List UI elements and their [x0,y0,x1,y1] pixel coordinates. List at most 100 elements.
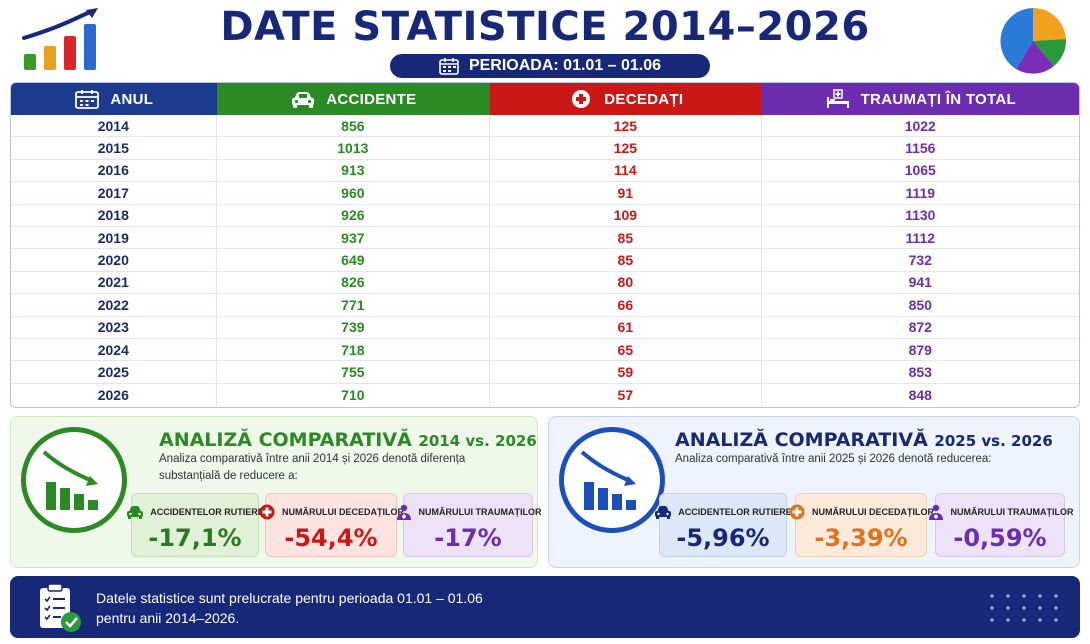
cell-accidents: 913 [217,159,491,182]
cell-accidents: 937 [217,226,491,249]
cell-deaths: 114 [490,159,762,182]
cell-injured: 1022 [904,117,936,134]
header-accidents: ACCIDENTE [216,83,491,115]
dot [1022,606,1026,610]
analysis-panel-2025-2026: ANALIZĂ COMPARATIVĂ 2025 vs. 2026 Analiz… [548,416,1080,568]
cell-accidents: 826 [217,271,491,294]
card-value: -3,39% [814,524,908,552]
dot [1038,606,1042,610]
period-badge: PERIOADA: 01.01 – 01.06 [390,54,710,78]
table-row: 2021 826 80 941 [11,271,1079,295]
table-row: 2017 960 91 1119 [11,182,1079,205]
cell-deaths: 91 [490,182,762,204]
cell-deaths: 109 [490,204,762,226]
dot [1054,606,1058,610]
table-row: 2023 739 61 872 [11,316,1079,339]
cell-injured: 1130 [905,207,936,224]
card-accidents: ACCIDENTELOR RUTIERE -5,96% [655,493,792,557]
footer-line-1: Datele statistice sunt prelucrate pentru… [96,590,483,606]
table-row: 2022 771 66 850 [11,294,1079,317]
card-accidents: ACCIDENTELOR RUTIERE -17,1% [127,493,264,557]
cell-year: 2019 [11,226,217,249]
cell-accidents: 926 [217,204,491,226]
cell-year: 2016 [11,159,217,182]
statistics-table: ANUL ACCIDENTE DECEDAȚI [10,82,1080,408]
card-label: NUMĂRULUI DECEDAȚILOR [282,507,404,517]
table-row: 2024 718 65 879 [11,338,1079,362]
card-value: -17% [434,524,502,552]
table-row: 2026 710 57 848 [11,383,1079,407]
card-deaths: NUMĂRULUI DECEDAȚILOR -54,4% [259,493,404,557]
cell-year: 2024 [11,338,217,361]
cell-deaths: 125 [490,115,762,137]
card-label: NUMĂRULUI TRAUMAȚILOR [418,507,542,517]
car-icon [127,506,144,519]
analysis-title-main: ANALIZĂ COMPARATIVĂ [159,429,412,451]
cell-accidents: 739 [217,316,491,338]
cell-accidents: 771 [217,294,491,316]
header-year-label: ANUL [110,90,154,108]
header-accidents-label: ACCIDENTE [326,90,417,108]
table-body: 2014 856 125 1022 2015 1013 125 1156 2016 913 114 1… [11,115,1079,407]
medical-cross-icon [259,504,275,520]
cell-year: 2014 [11,115,217,137]
table-row: 2019 937 85 1112 [11,226,1079,250]
dot [990,606,994,610]
cell-injured: 1065 [904,162,936,179]
cell-year: 2025 [11,361,217,383]
header: DATE STATISTICE 2014–2026 PERIOADA: 01.0… [0,0,1090,80]
decorative-dots [990,594,1058,622]
cell-accidents: 649 [217,249,491,271]
car-icon [292,92,315,108]
cell-injured: 850 [908,296,932,313]
dot [1054,594,1058,598]
card-injured: NUMĂRULUI TRAUMAȚILOR -17% [396,493,542,557]
cell-accidents: 1013 [217,137,491,159]
cell-accidents: 856 [217,115,491,137]
card-injured: NUMĂRULUI TRAUMAȚILOR -0,59% [928,493,1074,557]
card-label: NUMĂRULUI TRAUMAȚILOR [950,507,1074,517]
period-text: PERIOADA: 01.01 – 01.06 [468,57,662,74]
cell-year: 2015 [11,137,217,159]
cell-injured: 853 [908,363,932,380]
dot [1006,606,1010,610]
cell-accidents: 710 [217,383,491,407]
hospital-bed-icon [826,89,849,108]
card-label: NUMĂRULUI DECEDAȚILOR [812,507,934,517]
analysis-title-main: ANALIZĂ COMPARATIVĂ [675,429,928,451]
dot [1022,594,1026,598]
table-row: 2014 856 125 1022 [11,115,1079,138]
cell-year: 2026 [11,383,217,407]
cell-deaths: 57 [490,383,762,407]
trend-down-chart-icon [559,427,665,533]
cell-injured: 732 [908,252,932,269]
cell-year: 2017 [11,182,217,204]
card-value: -17,1% [148,524,242,552]
dot [990,594,994,598]
cell-injured: 1112 [905,229,936,246]
trend-down-chart-icon [21,427,127,533]
cell-year: 2023 [11,316,217,338]
card-label: ACCIDENTELOR RUTIERE [150,507,264,517]
card-label: ACCIDENTELOR RUTIERE [678,507,792,517]
footer-note: Datele statistice sunt prelucrate pentru… [10,576,1080,638]
dot [1038,618,1042,622]
cell-injured: 872 [908,319,932,336]
header-year: ANUL [11,83,217,115]
header-injured: TRAUMAȚI ÎN TOTAL [761,83,1079,115]
calendar-icon [439,58,459,75]
table-row: 2020 649 85 732 [11,249,1079,272]
analysis-title-years: 2014 vs. 2026 [418,432,537,450]
analysis-title: ANALIZĂ COMPARATIVĂ 2025 vs. 2026 [675,429,1053,451]
cell-year: 2018 [11,204,217,226]
footer-line-2: pentru anii 2014–2026. [96,610,240,626]
cell-injured: 1119 [905,184,936,201]
cell-accidents: 718 [217,338,491,361]
person-injured-icon [396,504,411,520]
dot [1006,618,1010,622]
table-row: 2025 755 59 853 [11,361,1079,384]
cell-deaths: 66 [490,294,762,316]
analysis-panel-2014-2026: ANALIZĂ COMPARATIVĂ 2014 vs. 2026 Analiz… [10,416,542,568]
card-value: -0,59% [953,524,1047,552]
cell-year: 2020 [11,249,217,271]
